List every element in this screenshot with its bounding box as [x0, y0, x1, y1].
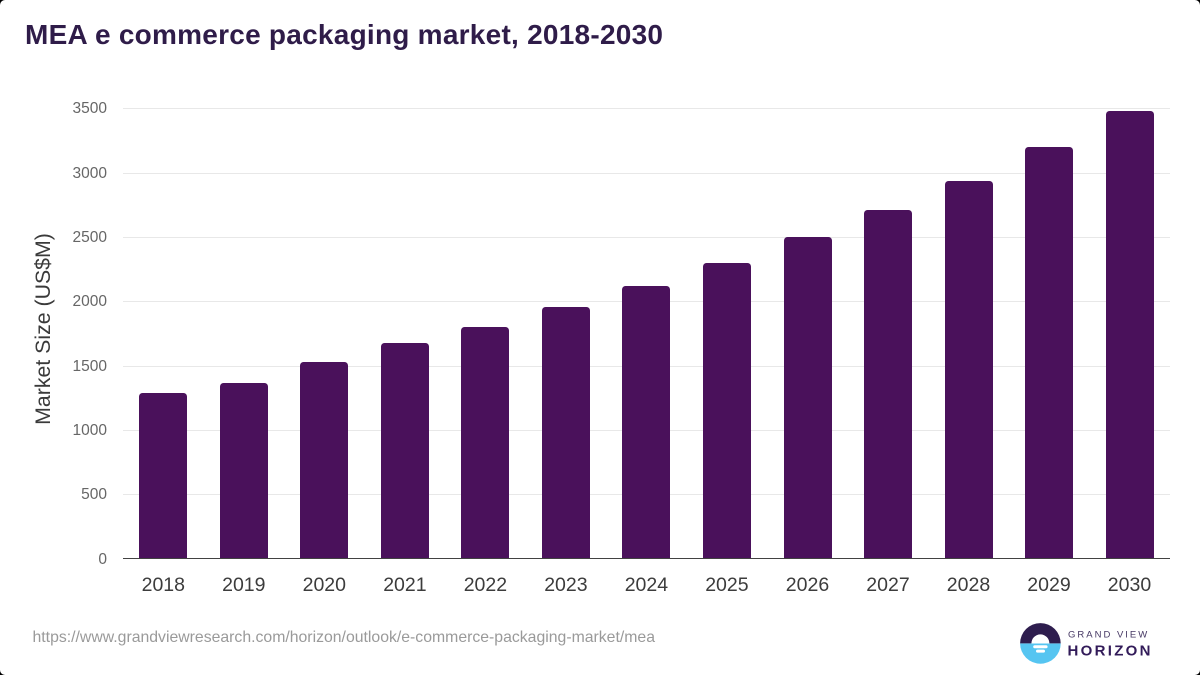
svg-text:HORIZON: HORIZON — [1068, 643, 1153, 660]
svg-text:GRAND VIEW: GRAND VIEW — [1068, 630, 1149, 641]
